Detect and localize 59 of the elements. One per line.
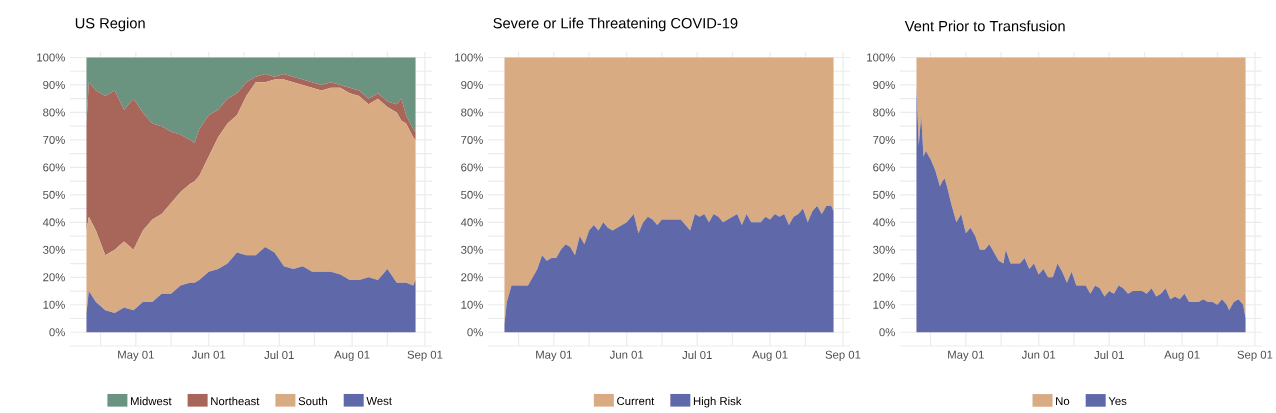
legend-label: Yes (1108, 397, 1127, 406)
y-tick-label: 70% (43, 135, 65, 144)
y-tick-label: 80% (43, 108, 65, 117)
y-tick-label: 0% (879, 328, 895, 337)
y-tick-label: 90% (461, 80, 483, 89)
x-tick-label: Sep 01 (407, 350, 443, 361)
y-tick-label: 70% (461, 135, 483, 144)
y-tick-label: 100% (37, 53, 65, 62)
x-tick-label: Jul 01 (1094, 350, 1124, 360)
y-tick-label: 50% (461, 190, 483, 199)
legend-label: West (366, 397, 392, 405)
x-tick-label: May 01 (118, 350, 154, 361)
legend-label: South (298, 396, 327, 406)
y-tick-label: 10% (43, 300, 65, 309)
x-tick-label: Jun 01 (609, 350, 644, 359)
x-tick-label: Aug 01 (1164, 350, 1200, 361)
y-tick-label: 10% (873, 300, 895, 309)
y-tick-label: 100% (867, 53, 895, 62)
x-tick-label: Sep 01 (825, 350, 861, 361)
y-tick-label: 20% (873, 273, 895, 282)
legend-label: Midwest (130, 396, 172, 406)
y-tick-label: 50% (873, 190, 895, 199)
x-tick-label: May 01 (536, 350, 572, 361)
legend-label: High Risk (693, 396, 742, 408)
y-tick-label: 30% (43, 245, 65, 254)
x-tick-label: May 01 (948, 350, 984, 361)
x-tick-label: Sep 01 (1237, 350, 1273, 361)
y-tick-label: 40% (42, 218, 65, 227)
x-tick-label: Jul 01 (682, 350, 712, 360)
y-tick-label: 30% (873, 245, 895, 254)
y-tick-label: 10% (461, 300, 483, 309)
x-tick-label: Jun 01 (1021, 350, 1056, 359)
x-tick-label: Jun 01 (191, 350, 226, 359)
y-tick-label: 0% (49, 328, 65, 337)
y-tick-label: 70% (873, 135, 895, 144)
y-tick-label: 60% (461, 163, 483, 172)
chart-title: US Region (75, 17, 145, 32)
chart-title: Severe or Life Threatening COVID-19 (493, 17, 738, 32)
y-tick-label: 0% (467, 328, 483, 337)
legend-label: Current (617, 397, 655, 406)
chart-title: Vent Prior to Transfusion (904, 20, 1065, 32)
y-tick-label: 90% (43, 80, 65, 89)
y-tick-label: 80% (461, 108, 483, 117)
x-tick-label: Aug 01 (752, 350, 788, 361)
y-tick-label: 40% (460, 218, 483, 227)
legend-label: No (1056, 397, 1070, 406)
y-tick-label: 40% (872, 218, 895, 227)
legend-label: Northeast (211, 396, 260, 406)
y-tick-label: 60% (43, 163, 65, 172)
y-tick-label: 100% (455, 53, 483, 62)
y-tick-label: 50% (43, 190, 65, 199)
x-tick-label: Jul 01 (264, 350, 294, 360)
y-tick-label: 20% (43, 273, 65, 282)
y-tick-label: 90% (873, 80, 895, 89)
y-tick-label: 80% (873, 108, 895, 117)
y-tick-label: 20% (461, 273, 483, 282)
x-tick-label: Aug 01 (334, 350, 370, 361)
y-tick-label: 30% (461, 245, 483, 254)
y-tick-label: 60% (873, 163, 895, 172)
